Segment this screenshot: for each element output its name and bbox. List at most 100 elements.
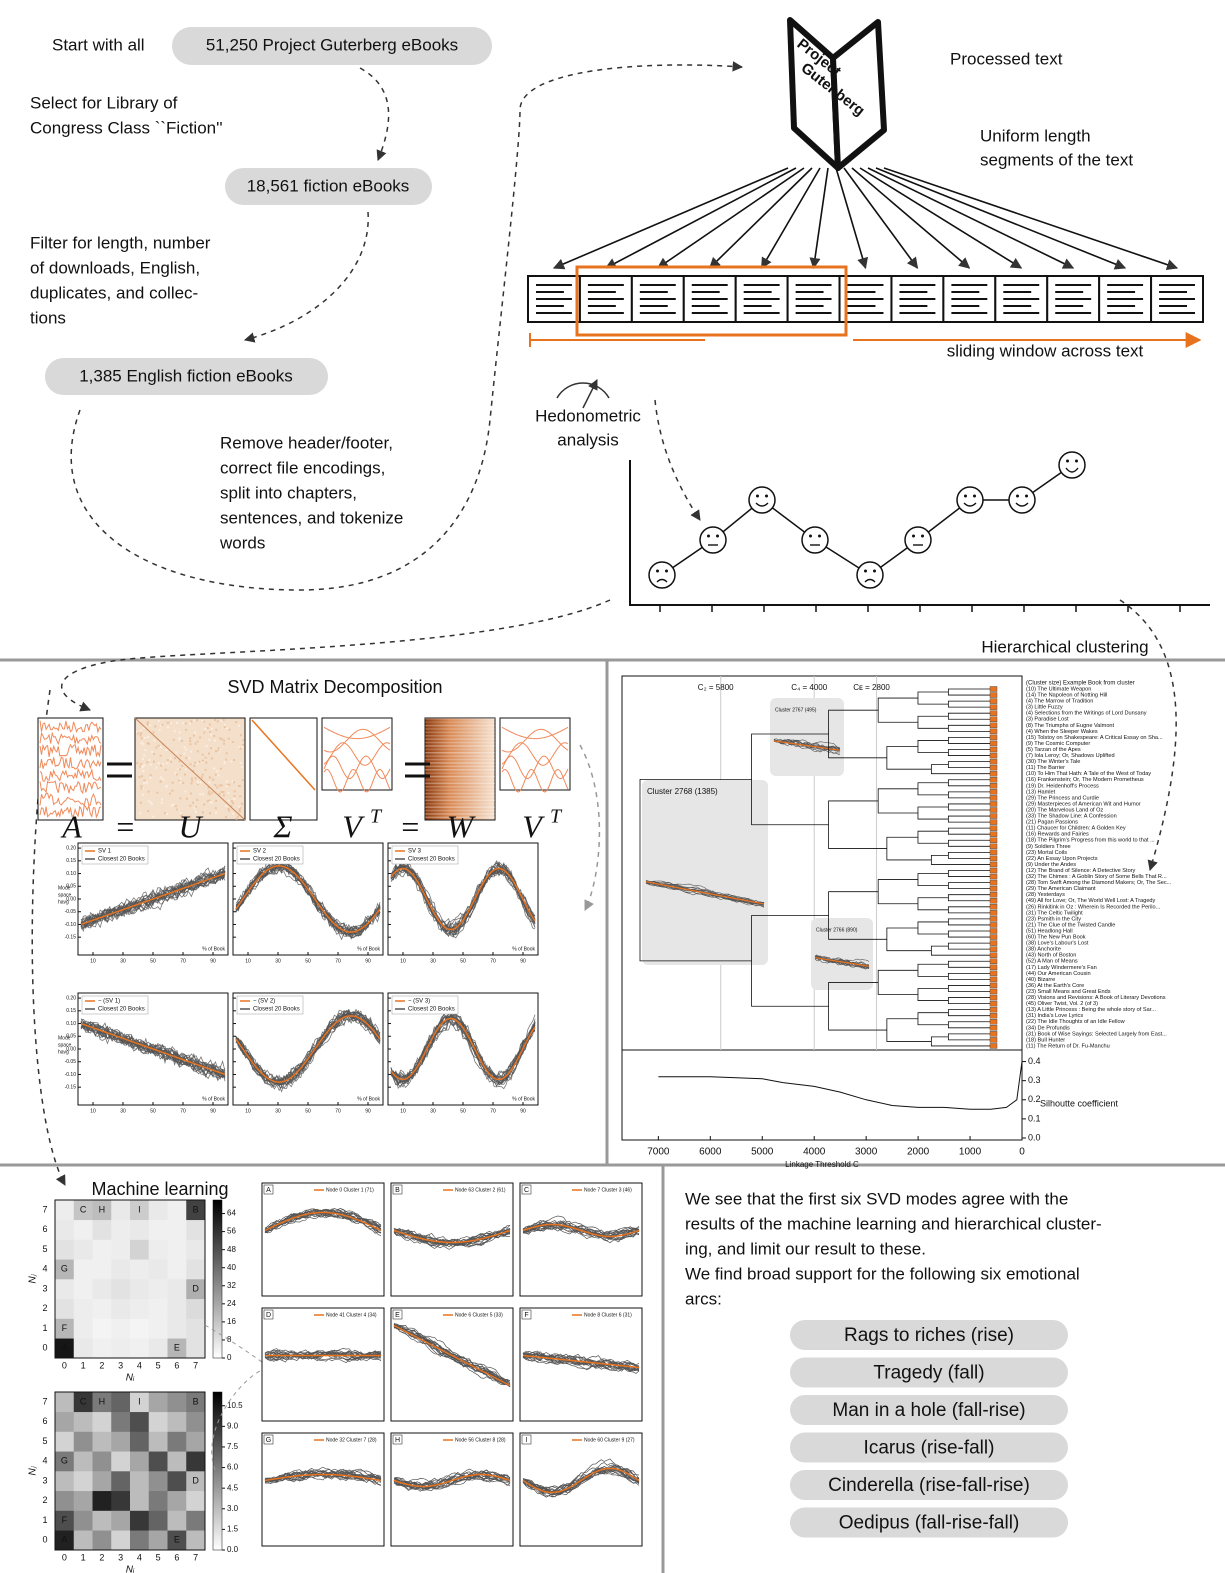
matrix-speck <box>215 728 218 731</box>
colorbar-label: 40 <box>227 1263 236 1272</box>
matrix-speck <box>177 767 180 770</box>
cluster-box <box>811 918 873 990</box>
matrix-speck <box>173 730 176 733</box>
pipeline-step: split into chapters, <box>220 483 357 502</box>
panel-frame <box>261 1432 385 1547</box>
matrix-speck <box>137 732 140 735</box>
heatmap-cell <box>92 1490 112 1511</box>
matrix-row <box>39 720 102 734</box>
dendrogram-branch <box>947 803 990 811</box>
mouth <box>864 578 876 583</box>
heatmap-cell <box>111 1200 131 1221</box>
matrix-speck <box>166 762 169 765</box>
matrix-speck <box>184 722 187 725</box>
heatmap-cell <box>186 1279 206 1300</box>
legend-label: Node 63 Cluster 2 (61) <box>455 1187 506 1193</box>
legend-label: Node 32 Cluster 7 (28) <box>326 1437 377 1443</box>
segment-arrow <box>604 167 797 269</box>
legend-label: Closest 20 Books <box>253 857 300 863</box>
colorbar-label: 8 <box>227 1335 232 1344</box>
matrix-speck <box>236 815 239 818</box>
matrix-speck <box>203 720 206 723</box>
book-entry: (26) Rinkitink in Oz : Wherein Is Record… <box>1026 904 1161 910</box>
heatmap-cell <box>130 1318 150 1339</box>
heatmap-cell <box>130 1298 150 1319</box>
dendrogram-branch <box>828 800 887 849</box>
matrix-speck <box>138 776 141 779</box>
leaf <box>989 970 998 977</box>
matrix-speck <box>150 763 153 766</box>
matrix-row <box>39 756 102 770</box>
matrix-speck <box>208 799 211 802</box>
face <box>801 526 829 554</box>
matrix-speck <box>171 789 174 792</box>
book-curve <box>645 882 765 907</box>
pill <box>225 168 432 205</box>
matrix-speck <box>199 793 202 796</box>
summary-text: results of the machine learning and hier… <box>685 1214 1102 1233</box>
heatmap-cell <box>92 1200 112 1221</box>
heatmap-cell <box>130 1530 150 1551</box>
y-tick-label: 5 <box>42 1436 47 1446</box>
matrix-speck <box>192 769 195 772</box>
book-entry: (7) Iola Leroy; Or, Shadows Uplifted <box>1026 753 1115 759</box>
book-curve <box>390 1015 536 1087</box>
x-tick-label: 10 <box>245 958 251 964</box>
face <box>1058 451 1086 479</box>
pipeline-step: Congress Class ``Fiction'' <box>30 118 223 137</box>
matrix-speck <box>205 745 208 748</box>
section-title: Machine learning <box>91 1179 228 1199</box>
book-entry: (29) The American Claimant <box>1026 886 1096 892</box>
matrix-speck <box>228 728 231 731</box>
matrix-row <box>39 743 102 758</box>
x-tick-label: 90 <box>210 958 216 964</box>
axis-label: % of Book <box>512 946 535 952</box>
heatmap-cell <box>111 1411 131 1432</box>
y-tick-label: 2 <box>42 1303 47 1313</box>
matrix-speck <box>225 785 228 788</box>
matrix-row <box>425 738 495 740</box>
face <box>956 486 984 514</box>
book-entry: (28) Visions and Revisions: A Book of Li… <box>1026 995 1166 1001</box>
y-tick-label: 0.10 <box>66 1021 76 1027</box>
matrix-speck <box>223 762 226 765</box>
book-curve <box>264 1212 382 1233</box>
book-curve <box>264 1472 382 1483</box>
matrix-speck <box>191 779 194 782</box>
y-tick-label: 0.05 <box>66 1034 76 1040</box>
x-tick-label: 10 <box>400 958 406 964</box>
dendrogram-branch <box>947 918 990 926</box>
panel-letter: H <box>395 1437 400 1444</box>
leaf <box>989 801 998 807</box>
summary-text: ing, and limit our result to these. <box>685 1239 926 1258</box>
summary-text: arcs: <box>685 1289 722 1308</box>
mode-curve <box>80 872 226 926</box>
y-tick-label: 7 <box>42 1204 47 1214</box>
leaf <box>989 777 998 783</box>
face <box>748 486 776 514</box>
face <box>856 561 884 589</box>
dendrogram-branch <box>828 891 887 940</box>
book-curve <box>390 1018 536 1090</box>
cluster-label: Cluster 2768 (1385) <box>647 787 718 796</box>
matrix-speck <box>153 753 156 756</box>
y-tick-label: 0 <box>42 1343 47 1353</box>
matrix-speck <box>218 793 221 796</box>
x-tick-label: 90 <box>520 1108 526 1114</box>
matrix <box>424 717 496 821</box>
axis-label: space <box>58 1042 72 1048</box>
book-entry: (4) When the Sleeper Wakes <box>1026 729 1098 735</box>
pipeline-text: Start with all <box>52 35 145 54</box>
y-tick-label: -0.05 <box>65 909 77 915</box>
leaf <box>989 940 998 946</box>
book-page <box>830 19 887 171</box>
x-tick-label: 2 <box>99 1552 104 1562</box>
matrix-speck <box>199 736 202 739</box>
matrix-speck <box>173 757 176 760</box>
matrix-speck <box>238 805 241 808</box>
eye <box>1016 494 1019 498</box>
leaf <box>989 1025 998 1031</box>
book-entry: (10) To Him That Hath: A Tale of the Wes… <box>1026 771 1151 777</box>
heatmap-cell <box>148 1431 168 1452</box>
dendrogram-branch <box>886 746 932 770</box>
